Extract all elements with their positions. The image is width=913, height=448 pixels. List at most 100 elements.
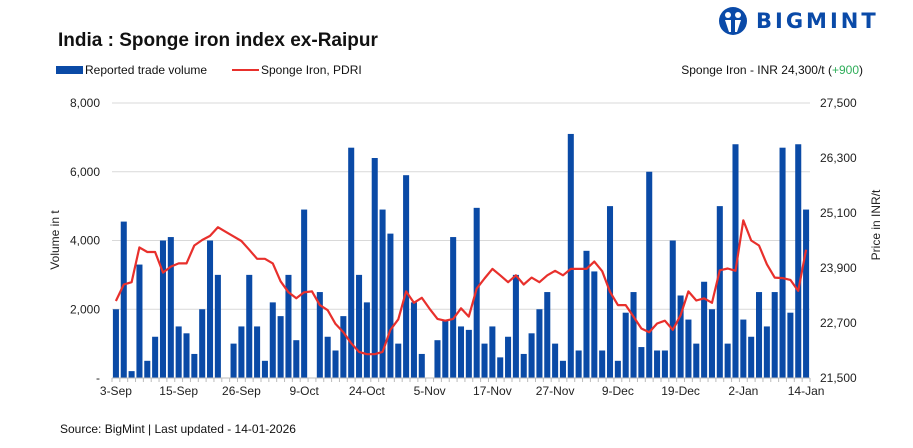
x-tick-label: 2-Jan [728,384,758,398]
volume-bar [787,312,794,378]
y2-tick-label: 27,500 [820,96,857,110]
volume-bar [716,206,723,378]
chart-title: India : Sponge iron index ex-Raipur [58,30,378,51]
volume-bar [450,237,457,378]
x-tick-label: 14-Jan [788,384,825,398]
x-tick-label: 19-Dec [661,384,700,398]
volume-bar [410,302,417,378]
y-tick-label: 6,000 [70,165,100,179]
y-tick-label: 4,000 [70,234,100,248]
volume-bar [575,350,582,378]
volume-bar [269,302,276,378]
y2-tick-label: 26,300 [820,151,857,165]
price-note-text: Sponge Iron - INR 24,300/t ( [681,63,832,77]
volume-bar [473,207,480,378]
volume-bar [622,312,629,378]
volume-bar [128,371,135,378]
x-tick-label: 9-Oct [289,384,319,398]
volume-bar [230,343,237,378]
volume-bar [732,144,739,378]
x-tick-label: 17-Nov [473,384,512,398]
y2-tick-label: 25,100 [820,206,857,220]
volume-bar [136,264,143,378]
volume-bar [771,292,778,378]
y-tick-label: 2,000 [70,302,100,316]
legend-line-label: Sponge Iron, PDRI [261,63,362,77]
volume-bar [669,240,676,378]
y-tick-label: 8,000 [70,96,100,110]
volume-bar [363,302,370,378]
volume-bar [403,175,410,378]
volume-bar [356,274,363,378]
volume-bar [512,274,519,378]
y2-axis-label: Price in INR/t [869,189,883,260]
volume-bar [152,336,159,378]
volume-bar [795,144,802,378]
volume-bar [708,309,715,378]
price-note-suffix: ) [859,63,863,77]
volume-bar [630,292,637,378]
x-tick-label: 27-Nov [536,384,575,398]
legend-bar-label: Reported trade volume [85,63,208,77]
x-tick-label: 15-Sep [159,384,198,398]
volume-bar [442,319,449,378]
volume-bar [340,316,347,378]
volume-bar [159,240,166,378]
volume-bar [489,326,496,378]
y-axis-label: Volume in t [48,210,62,270]
volume-bar [316,292,323,378]
volume-bar [246,274,253,378]
volume-bar [120,221,127,378]
price-note: Sponge Iron - INR 24,300/t (+900) [681,63,863,77]
volume-bar [387,233,394,378]
volume-bar [293,340,300,378]
volume-bar [332,350,339,378]
volume-bar [199,309,206,378]
price-change: +900 [831,63,859,77]
legend-bar-swatch [56,66,83,74]
y-tick-label: - [96,371,100,385]
x-tick-label: 24-Oct [349,384,386,398]
volume-bar [583,250,590,378]
volume-bar [465,329,472,378]
volume-bar [591,271,598,378]
bigmint-logo-icon [719,7,747,35]
volume-bar [638,347,645,378]
volume-bar [685,319,692,378]
volume-bar [395,343,402,378]
x-tick-label: 26-Sep [222,384,261,398]
volume-bar [348,147,355,378]
volume-bar [803,209,810,378]
volume-bar [528,333,535,378]
volume-bar [724,343,731,378]
volume-bar [144,360,151,378]
y2-tick-label: 23,900 [820,261,857,275]
volume-bar [661,350,668,378]
y2-tick-label: 22,700 [820,316,857,330]
volume-bar [614,360,621,378]
y2-tick-label: 21,500 [820,371,857,385]
source-note: Source: BigMint | Last updated - 14-01-2… [60,422,296,436]
volume-bar [567,133,574,378]
volume-bar [191,353,198,378]
volume-bar [112,309,119,378]
volume-bar [167,237,174,378]
volume-bar [520,353,527,378]
volume-bar [756,292,763,378]
volume-bar [497,357,504,378]
x-tick-label: 5-Nov [414,384,446,398]
volume-bar [646,171,653,378]
volume-bar [254,326,261,378]
volume-bar [481,343,488,378]
volume-bar [207,240,214,378]
logo-text: BIGMINT [756,9,879,33]
x-tick-label: 9-Dec [602,384,634,398]
volume-bar [552,343,559,378]
volume-bar [693,343,700,378]
volume-bar [175,326,182,378]
volume-bar [701,281,708,378]
volume-bar [599,350,606,378]
volume-bar [379,209,386,378]
price-line [114,219,808,356]
